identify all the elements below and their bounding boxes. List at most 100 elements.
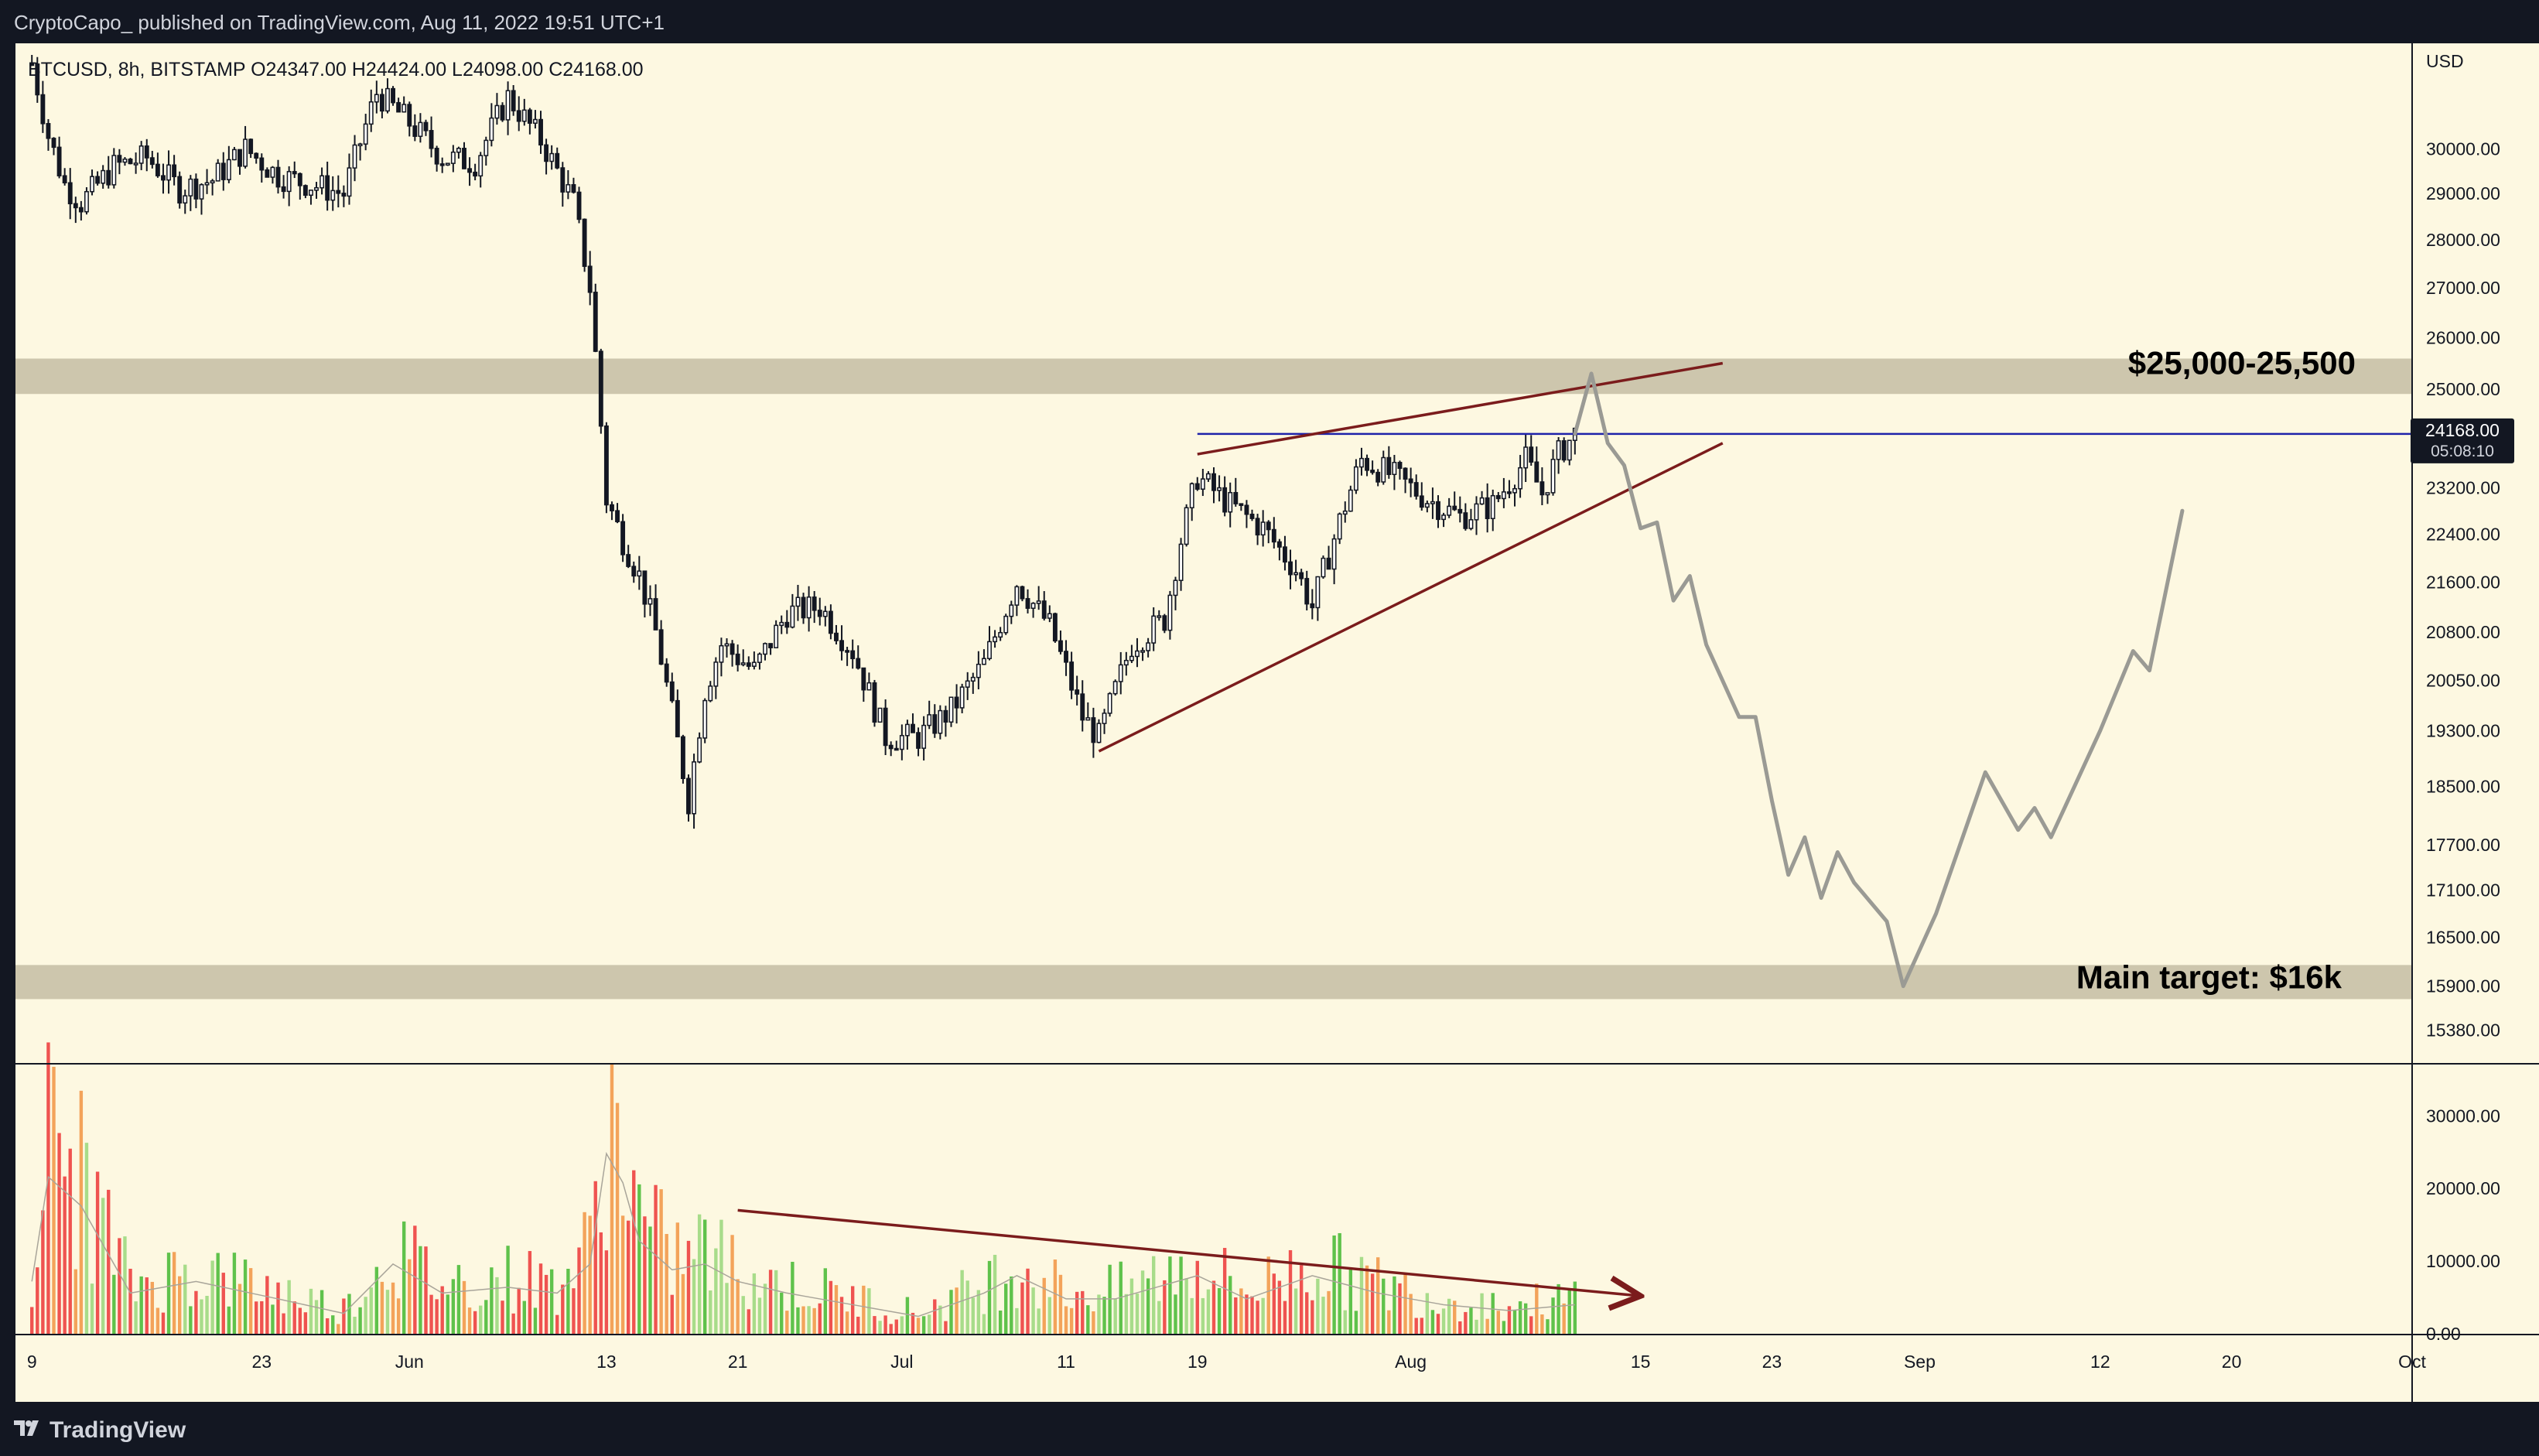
- candle-up: [1173, 579, 1178, 596]
- volume-bar: [801, 1306, 805, 1334]
- candle-up: [774, 624, 779, 648]
- candle-down: [1463, 512, 1468, 529]
- candle-up: [702, 699, 708, 739]
- candle-up: [1331, 538, 1337, 570]
- volume-bar: [796, 1307, 800, 1334]
- volume-bar: [1239, 1288, 1243, 1334]
- volume-bar: [1228, 1276, 1232, 1334]
- volume-bar: [1293, 1288, 1298, 1334]
- volume-tick-label: 0.00: [2426, 1324, 2461, 1344]
- price-tick-label: 18500.00: [2426, 777, 2500, 797]
- candle-up: [368, 101, 374, 125]
- volume-bar: [1485, 1318, 1489, 1334]
- candle-down: [1194, 483, 1200, 490]
- volume-bar: [408, 1259, 412, 1334]
- price-chart[interactable]: $25,000-25,500 Main target: $16k USD 30000…: [0, 43, 2539, 1402]
- volume-bar: [265, 1276, 269, 1334]
- volume-bar: [1042, 1277, 1046, 1334]
- volume-bar: [1058, 1274, 1063, 1334]
- candle-down: [1162, 615, 1167, 631]
- volume-bar: [216, 1253, 220, 1334]
- volume-moving-average: [31, 1151, 1575, 1318]
- candle-up: [751, 661, 757, 667]
- volume-bar: [1507, 1306, 1512, 1334]
- volume-bar: [150, 1281, 155, 1334]
- volume-bar: [134, 1301, 138, 1334]
- candle-up: [1348, 489, 1353, 512]
- price-axis-panel: [2412, 43, 2539, 1402]
- candle-up: [1441, 514, 1447, 521]
- volume-bar: [107, 1189, 111, 1334]
- candle-up: [494, 104, 500, 119]
- candle-up: [1359, 457, 1364, 468]
- volume-bar: [949, 1290, 953, 1334]
- candle-up: [904, 723, 910, 737]
- volume-bar: [479, 1305, 483, 1334]
- volume-bar: [303, 1312, 308, 1334]
- volume-bar: [1496, 1311, 1500, 1334]
- chart-area[interactable]: $25,000-25,500 Main target: $16k USD 30000…: [0, 43, 2539, 1402]
- volume-bar: [440, 1286, 444, 1334]
- volume-bar: [1458, 1321, 1462, 1334]
- candle-down: [172, 164, 177, 178]
- volume-bar: [1261, 1297, 1265, 1334]
- candle-up: [314, 186, 319, 191]
- volume-bar: [358, 1307, 362, 1334]
- volume-bar: [1382, 1278, 1386, 1334]
- volume-bar: [347, 1294, 351, 1334]
- time-tick-label: Jul: [890, 1352, 913, 1372]
- volume-bar: [900, 1316, 904, 1334]
- candle-down: [1266, 521, 1271, 531]
- candle-down: [439, 163, 445, 166]
- volume-bar: [337, 1324, 340, 1334]
- candle-up: [489, 117, 494, 142]
- volume-bar: [1420, 1318, 1423, 1334]
- volume-bar: [1447, 1298, 1451, 1334]
- volume-bar: [719, 1219, 723, 1334]
- tradingview-logo-icon: [14, 1420, 39, 1436]
- volume-bar: [46, 1042, 50, 1334]
- volume-bar: [681, 1273, 685, 1334]
- candle-up: [724, 643, 730, 647]
- volume-bar: [867, 1288, 871, 1334]
- footer: TradingView: [0, 1402, 2539, 1456]
- candles: [29, 54, 1577, 829]
- volume-bar: [248, 1268, 253, 1334]
- candle-down: [1075, 689, 1080, 695]
- candle-down: [248, 138, 254, 155]
- volume-bar: [271, 1304, 275, 1334]
- volume-bar: [1124, 1294, 1129, 1334]
- volume-bar: [112, 1274, 116, 1334]
- candle-up: [697, 737, 702, 763]
- volume-bar: [572, 1288, 576, 1334]
- candle-up: [330, 190, 336, 201]
- candle-down: [730, 643, 735, 655]
- candle-down: [467, 168, 473, 173]
- volume-bar: [555, 1314, 559, 1334]
- volume-bar: [1441, 1308, 1446, 1334]
- candle-down: [544, 144, 549, 162]
- volume-bar: [101, 1198, 105, 1334]
- candle-up: [1189, 483, 1194, 509]
- volume-bar: [1316, 1278, 1320, 1334]
- volume-bar: [610, 1063, 614, 1334]
- volume-bar: [166, 1253, 171, 1334]
- volume-bar: [232, 1253, 237, 1334]
- volume-bar: [812, 1307, 816, 1334]
- candle-down: [429, 130, 434, 149]
- candle-down: [391, 87, 395, 104]
- volume-bar: [1146, 1278, 1150, 1334]
- candle-up: [1047, 613, 1052, 619]
- published-text: CryptoCapo_ published on TradingView.com…: [14, 11, 665, 34]
- volume-bar: [1283, 1300, 1287, 1334]
- candle-down: [220, 162, 226, 180]
- candle-up: [1342, 510, 1348, 515]
- volume-bar: [30, 1307, 34, 1334]
- volume-bar: [1053, 1259, 1058, 1334]
- candle-up: [1135, 650, 1140, 658]
- candle-down: [1485, 497, 1490, 520]
- candle-down: [686, 778, 691, 815]
- candle-down: [598, 350, 603, 427]
- volume-bar: [380, 1281, 384, 1334]
- volume-bar: [1480, 1293, 1484, 1334]
